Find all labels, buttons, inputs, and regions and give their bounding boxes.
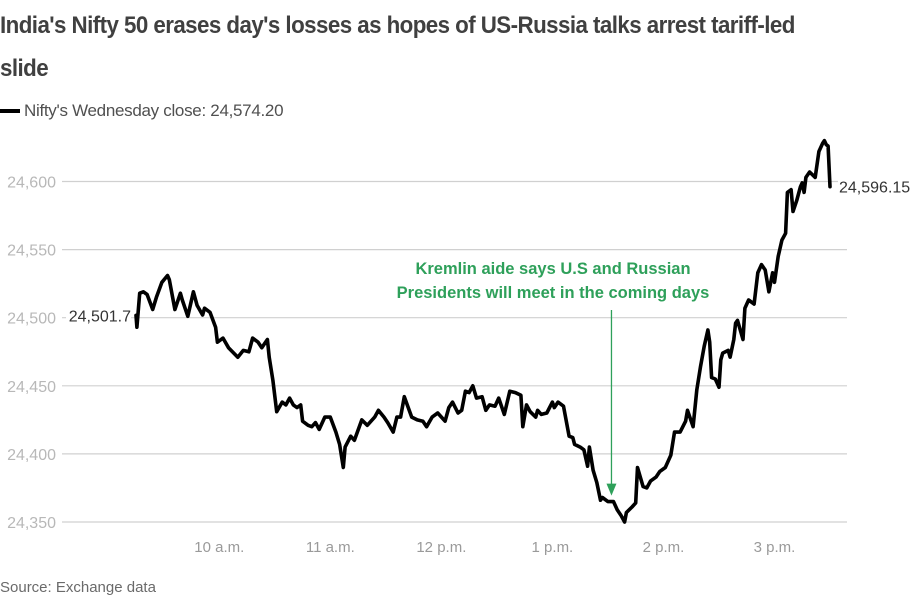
y-tick-label: 24,600	[7, 175, 56, 192]
y-tick-label: 24,350	[7, 515, 56, 532]
y-tick-label: 24,550	[7, 243, 56, 260]
annotation-text-line: Kremlin aide says U.S and Russian	[415, 260, 690, 278]
y-tick-label: 24,400	[7, 447, 56, 464]
x-axis-ticks: 10 a.m. 11 a.m. 12 p.m. 1 p.m. 2 p.m. 3 p.m.	[194, 539, 795, 556]
legend-line-swatch	[0, 109, 20, 113]
x-tick-label: 3 p.m.	[754, 539, 796, 556]
legend-label: Nifty's Wednesday close: 24,574.20	[24, 101, 284, 120]
y-tick-label: 24,500	[7, 311, 56, 328]
x-tick-label: 1 p.m.	[532, 539, 574, 556]
legend: Nifty's Wednesday close: 24,574.20	[0, 101, 284, 121]
start-label-bg	[66, 304, 131, 325]
end-label-bg	[838, 175, 912, 196]
x-tick-label: 10 a.m.	[194, 539, 244, 556]
source-note: Source: Exchange data	[0, 579, 156, 596]
x-tick-label: 2 p.m.	[643, 539, 685, 556]
x-tick-label: 12 p.m.	[416, 539, 466, 556]
start-value-label: 24,501.7	[69, 308, 131, 325]
x-tick-label: 11 a.m.	[306, 539, 355, 556]
end-labels: 24,501.7 24,596.15	[66, 175, 912, 325]
annotation-arrowhead-icon	[606, 483, 617, 496]
y-axis-ticks: 24,350 24,400 24,450 24,500 24,550 24,600	[7, 175, 56, 533]
annotation-text-line: Presidents will meet in the coming days	[397, 284, 710, 302]
annotation-callout: Kremlin aide says U.S and Russian Preside…	[397, 260, 710, 496]
series-line-nifty50	[134, 138, 832, 524]
gridlines	[62, 180, 847, 523]
chart-title: India's Nifty 50 erases day's losses as …	[0, 12, 795, 82]
end-value-label: 24,596.15	[839, 180, 910, 197]
y-tick-label: 24,450	[7, 379, 56, 396]
